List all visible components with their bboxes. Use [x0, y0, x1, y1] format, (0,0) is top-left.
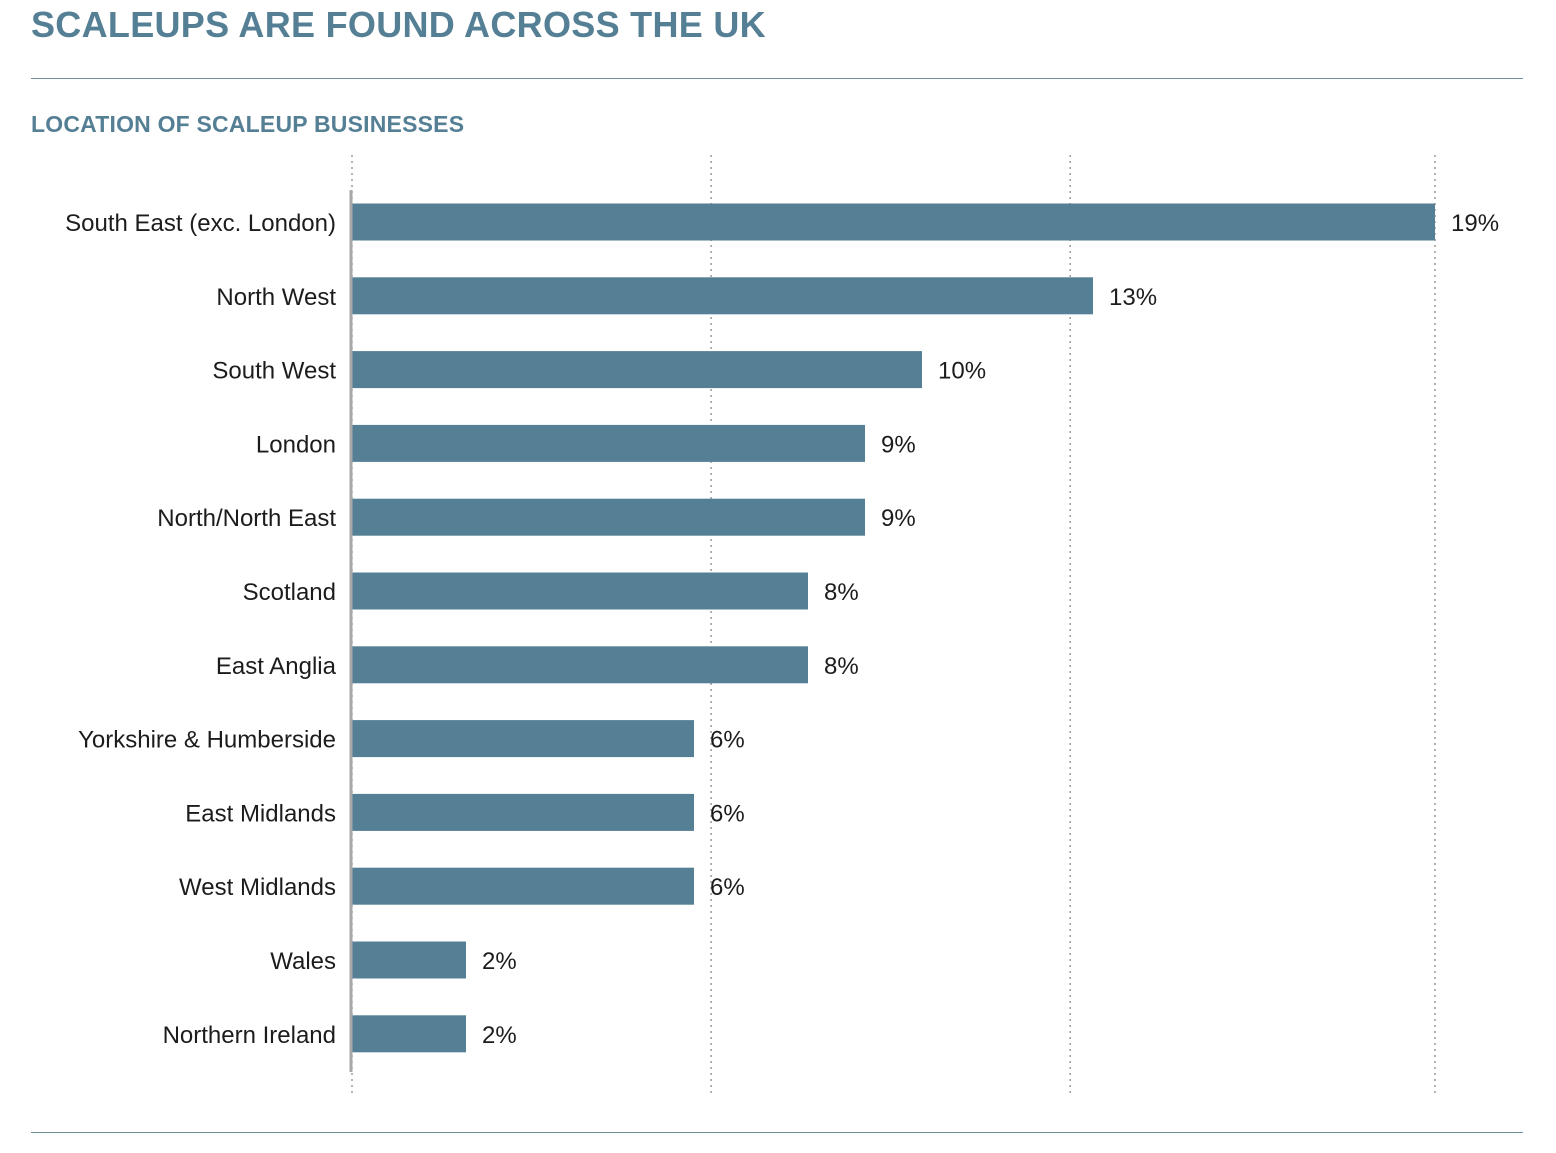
labels: South East (exc. London) 19% North West 13%… — [65, 210, 1499, 1049]
chart-title: LOCATION OF SCALEUP BUSINESSES — [31, 111, 465, 137]
bar — [352, 351, 922, 389]
value-label: 6% — [710, 727, 745, 754]
value-label: 2% — [482, 1022, 517, 1049]
bars — [352, 203, 1435, 1053]
category-label: East Anglia — [216, 653, 337, 680]
category-label: North West — [216, 284, 336, 311]
top-divider — [31, 78, 1523, 79]
bottom-divider — [31, 1132, 1523, 1133]
category-label: West Midlands — [179, 874, 336, 901]
category-label: Yorkshire & Humberside — [78, 727, 336, 754]
category-label: Scotland — [243, 579, 336, 606]
category-label: East Midlands — [185, 800, 336, 827]
bar — [352, 646, 808, 684]
bar — [352, 1015, 466, 1053]
bar — [352, 941, 466, 979]
bar — [352, 867, 694, 905]
category-label: North/North East — [157, 505, 336, 532]
value-label: 13% — [1109, 284, 1157, 311]
category-label: Northern Ireland — [163, 1022, 336, 1049]
value-label: 9% — [881, 505, 916, 532]
bar — [352, 277, 1093, 315]
bar — [352, 720, 694, 758]
value-label: 8% — [824, 653, 859, 680]
bar — [352, 572, 808, 610]
category-label: Wales — [270, 948, 336, 975]
value-label: 2% — [482, 948, 517, 975]
value-label: 8% — [824, 579, 859, 606]
bar — [352, 203, 1435, 241]
value-label: 19% — [1451, 210, 1499, 237]
category-label: South West — [212, 358, 336, 385]
bar — [352, 498, 865, 536]
value-label: 10% — [938, 358, 986, 385]
value-label: 6% — [710, 800, 745, 827]
page-title: SCALEUPS ARE FOUND ACROSS THE UK — [31, 4, 766, 45]
bar — [352, 793, 694, 831]
category-label: London — [256, 431, 336, 458]
value-label: 6% — [710, 874, 745, 901]
value-label: 9% — [881, 431, 916, 458]
bar — [352, 424, 865, 462]
category-label: South East (exc. London) — [65, 210, 336, 237]
